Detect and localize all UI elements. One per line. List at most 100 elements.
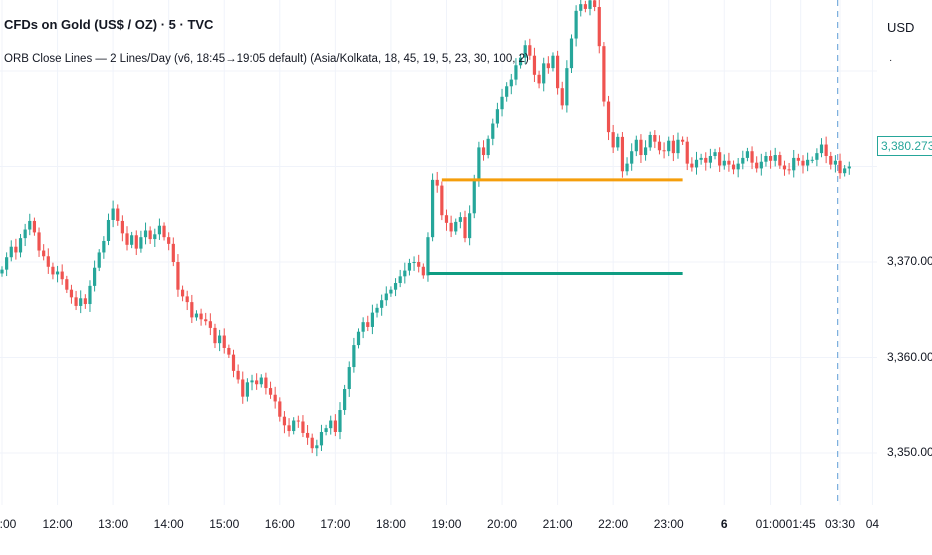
candle [292,417,296,435]
candle [227,344,231,358]
candle-body [143,230,148,238]
candle-body [204,319,208,322]
candle-body [704,157,708,163]
candle [167,232,171,251]
candle-body [69,289,74,298]
candle-body [643,147,648,156]
candle [463,210,467,243]
candle-body [236,370,240,380]
candle [93,260,97,292]
candle [611,124,615,154]
candle [556,50,560,95]
candle [69,284,74,304]
candle [143,222,148,245]
candle-body [829,155,833,165]
candle-body [14,246,18,253]
candle [796,153,800,166]
candle [319,424,324,451]
candle [389,286,393,297]
candle [653,130,657,149]
candle-body [37,232,41,251]
candle [713,148,717,160]
candle-body [583,4,587,9]
time-tick-label: 13:00 [98,517,129,531]
candle [393,278,398,297]
candle-body [361,322,365,332]
candle [74,290,78,311]
candle-body [745,151,750,158]
candle-body [88,285,92,305]
candle-body [273,394,277,402]
candle-body [718,152,722,166]
candle-body [319,431,324,446]
time-tick-label: 15:00 [209,517,240,531]
candle [194,310,199,321]
candle-body [430,179,435,238]
candle [421,263,425,279]
candle-body [227,347,231,355]
candle [514,58,518,86]
scale-mark: · [889,55,893,66]
candle [361,317,365,339]
candle [787,162,791,175]
candle [593,0,597,12]
candle-body [690,163,694,168]
candle-body [384,293,388,301]
candle [643,140,648,161]
candle [606,95,611,141]
candle [120,215,124,242]
candle-body [736,163,740,170]
candle-body [46,256,50,267]
candle [792,149,796,178]
candle-body [477,147,481,179]
candle-body [180,289,185,297]
currency-label[interactable]: USD [887,20,915,35]
candle-body [593,0,597,8]
candle [236,364,240,384]
indicator-legend[interactable]: ORB Close Lines — 2 Lines/Day (v6, 18:45… [4,53,529,65]
candle [278,397,282,422]
candle-body [505,86,509,97]
candle-body [213,327,217,344]
candle-body [602,46,606,102]
chart-title[interactable]: CFDs on Gold (US$ / OZ) · 5 · TVC [4,17,214,32]
candle [694,151,699,175]
candle [764,151,768,167]
candle [676,132,680,159]
candle-body [370,312,374,327]
time-tick-label: 16:00 [264,517,295,531]
candle-body [347,367,351,390]
current-price-badge: 3,380.273 [877,136,932,156]
candle [329,415,333,435]
candle [125,226,129,251]
candle [338,402,342,440]
candle-body [833,160,837,165]
candle-body [588,0,592,9]
candle [741,150,745,170]
candle [435,171,439,193]
candle [704,152,708,171]
candle-body [764,155,768,162]
candle [417,254,421,273]
candle [356,328,361,349]
candle-body [843,168,847,174]
candle-body [472,178,476,214]
candle [23,223,27,247]
candle [546,56,550,74]
candle-body [542,63,546,84]
candle [708,148,712,169]
candle-body [315,445,319,449]
candle [806,152,810,172]
candle [685,136,689,171]
candle [208,313,212,336]
candle-body [662,150,666,152]
candle [241,371,245,404]
time-tick-label: 23:00 [653,517,684,531]
candle-body [55,271,60,275]
candle [111,200,115,228]
candle-body [597,7,601,47]
candle [824,136,828,164]
candle [259,374,263,388]
